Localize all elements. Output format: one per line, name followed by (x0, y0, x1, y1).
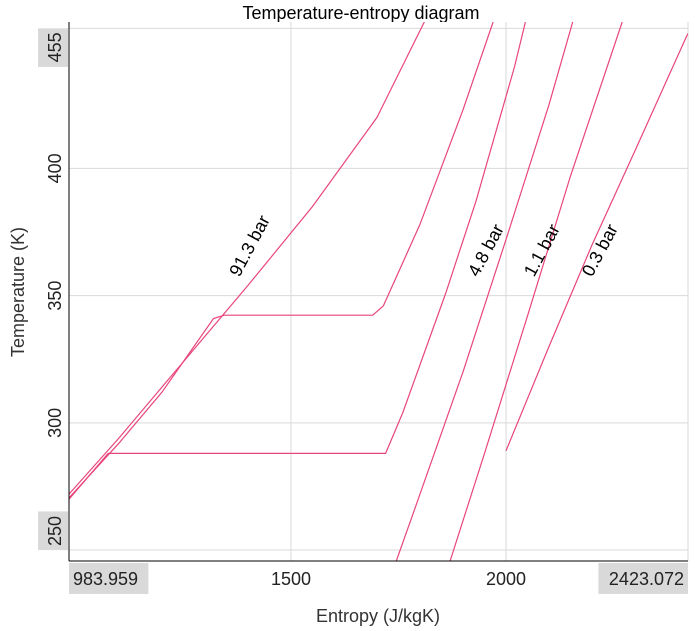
x-tick-label: 983.959 (73, 569, 138, 589)
isobar-line (505, 33, 688, 452)
isobar-line (395, 22, 574, 561)
x-axis-ticks: 983.959 1500 2000 2423.072 (69, 563, 688, 594)
grid (68, 22, 689, 561)
x-tick-label: 1500 (271, 569, 311, 589)
y-tick-label: 455 (45, 32, 65, 62)
x-tick-label: 2423.072 (609, 569, 684, 589)
plot-background (69, 22, 688, 561)
isobar-line (69, 22, 425, 495)
y-axis-ticks: 250 300 350 400 455 (38, 28, 68, 551)
x-tick-box (69, 563, 149, 594)
series-layer (69, 22, 688, 561)
y-tick-label: 250 (45, 516, 65, 546)
x-axis-label: Entropy (J/kgK) (316, 606, 440, 626)
chart-title: Temperature-entropy diagram (242, 3, 479, 23)
isobar-line (69, 22, 526, 500)
plot-area: 91.3 bar 4.8 bar 1.1 bar 0.3 bar (68, 22, 689, 562)
y-tick-label: 400 (45, 153, 65, 183)
x-tick-label: 2000 (486, 569, 526, 589)
y-tick-box (38, 511, 68, 551)
x-tick-box (598, 563, 688, 594)
y-tick-label: 300 (45, 408, 65, 438)
y-axis-label: Temperature (K) (8, 227, 28, 357)
y-tick-label: 350 (45, 281, 65, 311)
isobar-line (69, 22, 494, 499)
isobar-line (449, 22, 623, 561)
y-tick-box (38, 28, 68, 67)
